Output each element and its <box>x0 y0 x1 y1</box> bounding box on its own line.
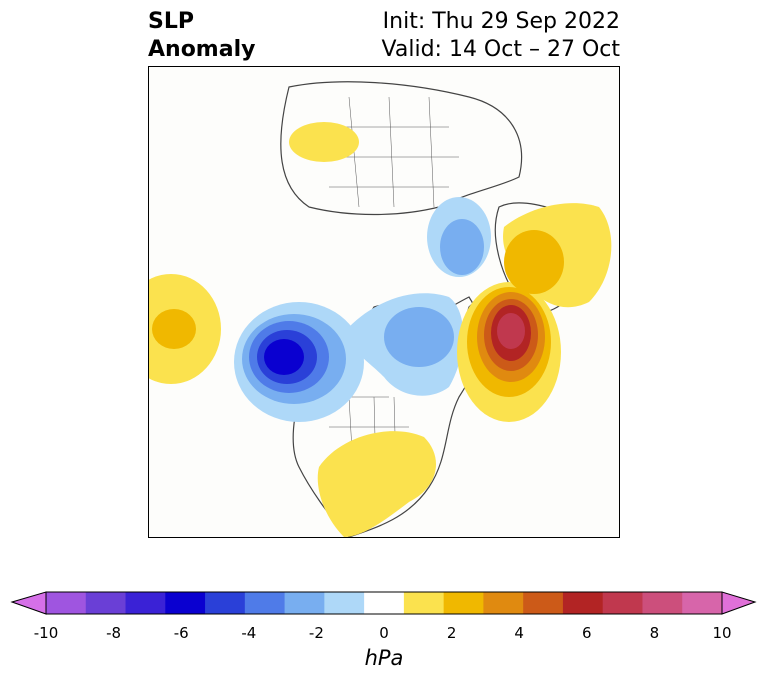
colorbar-cell <box>443 592 484 614</box>
greenland-low <box>427 197 491 277</box>
colorbar-tick-label: -8 <box>106 624 122 642</box>
colorbar-extend-low <box>12 592 46 614</box>
colorbar-tick-label: 0 <box>379 624 389 642</box>
colorbar-cell <box>125 592 166 614</box>
colorbar-unit: hPa <box>364 646 404 670</box>
colorbar-tick-label: 6 <box>582 624 592 642</box>
colorbar-cell <box>642 592 683 614</box>
colorbar-cell <box>364 592 405 614</box>
valid-range: Valid: 14 Oct – 27 Oct <box>381 37 620 62</box>
colorbar <box>10 591 757 615</box>
colorbar-tick-label: 10 <box>712 624 732 642</box>
colorbar-cell <box>205 592 246 614</box>
init-date: Init: Thu 29 Sep 2022 <box>382 9 620 34</box>
eurasia-high <box>503 203 612 308</box>
colorbar-tick-label: 2 <box>446 624 457 642</box>
ne-pacific-low <box>234 302 364 422</box>
colorbar-cell <box>324 592 365 614</box>
atlantic-high <box>457 282 561 422</box>
colorbar-cell <box>284 592 325 614</box>
colorbar-cell <box>682 592 723 614</box>
colorbar-cell <box>403 592 445 614</box>
map-svg <box>149 81 612 537</box>
colorbar-cell <box>85 592 127 614</box>
arctic-low <box>349 293 464 396</box>
colorbar-cell <box>562 592 604 614</box>
colorbar-cell <box>244 592 286 614</box>
forecast-dates: Init: Thu 29 Sep 2022 Valid: 14 Oct – 27… <box>382 8 620 64</box>
colorbar-extend-high <box>722 592 755 614</box>
colorbar-tick-label: -6 <box>173 624 189 642</box>
colorbar-cell <box>483 592 524 614</box>
colorbar-tick-label: -10 <box>33 624 59 642</box>
eastern-us-high <box>317 431 436 537</box>
colorbar-tick-label: 4 <box>514 624 524 642</box>
colorbar-cell <box>165 592 206 614</box>
colorbar-tick-label: -2 <box>308 624 324 642</box>
colorbar-outline <box>10 591 757 615</box>
colorbar-tick-label: 8 <box>649 624 660 642</box>
colorbar-cells <box>12 592 755 614</box>
colorbar-cell <box>602 592 643 614</box>
central-pacific-high <box>149 274 221 384</box>
russia-high <box>289 122 359 162</box>
title-line-2: Anomaly <box>148 37 256 62</box>
colorbar-cell <box>46 592 87 614</box>
title-line-1: SLP <box>148 9 194 34</box>
chart-title: SLP Anomaly <box>148 8 255 64</box>
colorbar-tick-label: -4 <box>241 624 257 642</box>
colorbar-cell <box>523 592 564 614</box>
slp-anomaly-map <box>148 66 620 538</box>
